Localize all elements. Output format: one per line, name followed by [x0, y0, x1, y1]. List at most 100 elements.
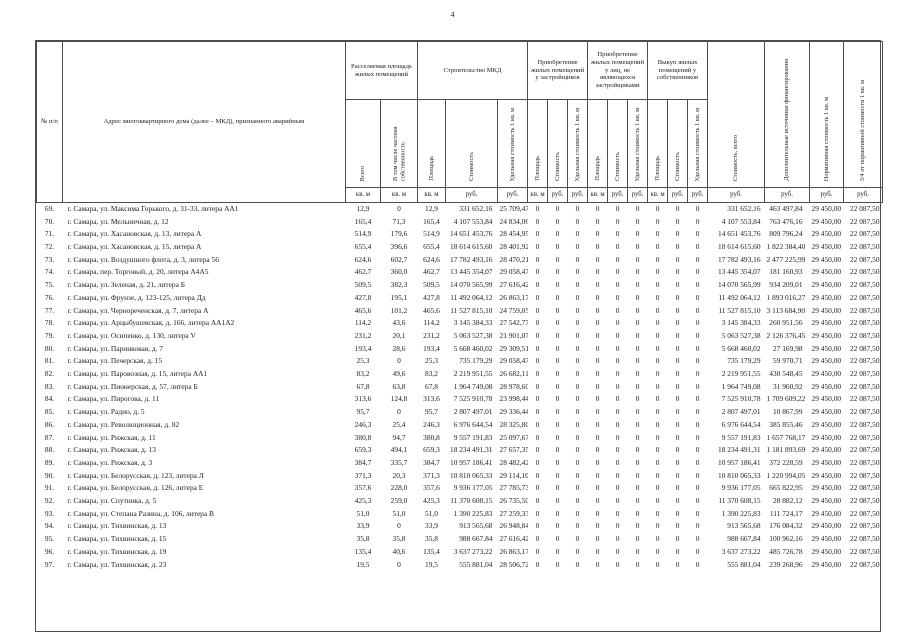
row-value: 0 — [555, 203, 560, 213]
unit-cell: кв. м — [587, 186, 609, 203]
row-value: 0 — [675, 330, 680, 340]
row-value: 371,3 — [354, 470, 372, 480]
row-value: 1 657 768,17 — [766, 432, 806, 442]
row-value: 5 063 527,38 — [453, 330, 493, 340]
row-value: 0 — [575, 267, 580, 277]
row-value: 0 — [615, 521, 620, 531]
row-value: 0 — [635, 369, 640, 379]
row-value: 28 978,60 — [499, 381, 528, 391]
unit-cell: кв. м — [647, 186, 669, 203]
row-value: 0 — [695, 483, 700, 493]
row-number: 73. — [44, 254, 55, 264]
row-value: 0 — [675, 470, 680, 480]
table-row: 79. г. Самара, ул. Осипенко, д. 130, лите… — [37, 330, 883, 343]
header-three-quarters-cost: 3/4 от нормативной стоимости 1 кв. м — [843, 41, 884, 188]
row-value: 0 — [675, 546, 680, 556]
row-value: 0 — [635, 356, 640, 366]
row-value: 12,9 — [356, 203, 370, 213]
header-additional-sources: Дополнительные источники финансирования — [764, 41, 811, 188]
row-value: 0 — [575, 305, 580, 315]
row-value: 0 — [695, 546, 700, 556]
row-value: 425,3 — [354, 496, 372, 506]
row-value: 655,4 — [354, 242, 372, 252]
row-value: 179,6 — [390, 229, 408, 239]
row-value: 21 901,07 — [499, 330, 528, 340]
row-address: г. Самара, ул. Пирогова, д. 11 — [67, 394, 160, 404]
row-value: 22 087,50 — [849, 445, 880, 455]
row-value: 0 — [635, 318, 640, 328]
row-address: г. Самара, ул. Пионерская, д. 57, литера… — [67, 381, 198, 391]
row-value: 22 087,50 — [849, 242, 880, 252]
row-value: 0 — [655, 457, 660, 467]
row-value: 0 — [695, 534, 700, 544]
row-value: 28 454,95 — [499, 229, 528, 239]
row-value: 0 — [695, 318, 700, 328]
row-address: г. Самара, ул. Степана Разина, д. 106, л… — [67, 508, 214, 518]
row-value: 0 — [575, 280, 580, 290]
row-value: 83,2 — [425, 369, 438, 379]
subheader-unit-cost: Удельная стоимость 1 кв. м — [496, 99, 529, 188]
row-value: 22 087,50 — [849, 559, 880, 569]
row-address: г. Самара, ул. Печерская, д. 15 — [67, 356, 163, 366]
row-value: 29 450,00 — [811, 407, 842, 417]
row-value: 0 — [695, 432, 700, 442]
row-value: 0 — [615, 356, 620, 366]
row-value: 22 087,50 — [849, 280, 880, 290]
row-value: 0 — [595, 470, 600, 480]
row-value: 29 058,47 — [499, 267, 528, 277]
row-value: 0 — [535, 419, 540, 429]
row-value: 0 — [615, 546, 620, 556]
row-value: 27 542,77 — [499, 318, 528, 328]
table-row: 90. г. Самара, ул. Белорусская, д. 123, л… — [37, 470, 883, 483]
row-number: 71. — [44, 229, 55, 239]
row-value: 0 — [695, 203, 700, 213]
row-number: 84. — [44, 394, 55, 404]
table-row: 84. г. Самара, ул. Пирогова, д. 11 313,6 12… — [37, 393, 883, 406]
row-value: 0 — [615, 483, 620, 493]
row-value: 33,9 — [425, 521, 438, 531]
row-value: 0 — [615, 407, 620, 417]
subheader-private-property: В том числе частная собственность — [380, 99, 418, 188]
row-value: 14 070 565,99 — [450, 280, 493, 290]
row-value: 0 — [535, 483, 540, 493]
table-row: 69. г. Самара, ул. Максима Горького, д. 3… — [37, 202, 883, 215]
row-value: 0 — [595, 559, 600, 569]
row-value: 735 179,29 — [727, 356, 761, 366]
table-row: 92. г. Самара, ул. Спутника, д. 5 425,3 259… — [37, 495, 883, 508]
row-value: 22 087,50 — [849, 330, 880, 340]
row-value: 35,8 — [356, 534, 370, 544]
row-value: 0 — [635, 330, 640, 340]
row-value: 0 — [397, 407, 401, 417]
row-value: 22 087,50 — [849, 407, 880, 417]
row-number: 93. — [44, 508, 55, 518]
row-value: 0 — [575, 394, 580, 404]
group-header-buyout-owners: Выкуп жилых помещений у собственников — [647, 41, 709, 100]
row-value: 2 477 225,99 — [766, 254, 806, 264]
row-value: 0 — [675, 496, 680, 506]
row-value: 0 — [555, 432, 560, 442]
row-value: 371,3 — [423, 470, 440, 480]
row-number: 87. — [44, 432, 55, 442]
row-number: 76. — [44, 292, 55, 302]
row-value: 22 087,50 — [849, 305, 880, 315]
row-value: 22 087,50 — [849, 457, 880, 467]
row-value: 425,3 — [423, 496, 440, 506]
row-value: 14 651 453,76 — [450, 229, 493, 239]
row-value: 0 — [575, 559, 580, 569]
row-value: 0 — [535, 394, 540, 404]
row-value: 25 097,67 — [499, 432, 528, 442]
row-value: 22 087,50 — [849, 394, 880, 404]
table-row: 87. г. Самара, ул. Рижская, д. 11 380,8 94,… — [37, 432, 883, 445]
row-value: 22 087,50 — [849, 203, 880, 213]
row-value: 0 — [555, 470, 560, 480]
row-value: 0 — [615, 419, 620, 429]
table-row: 82. г. Самара, ул. Паровозная, д. 15, лит… — [37, 368, 883, 381]
row-value: 0 — [655, 407, 660, 417]
resettlement-table-container: № п/п Адрес многоквартирного дома (далее… — [35, 40, 884, 632]
row-value: 0 — [615, 534, 620, 544]
row-value: 0 — [535, 559, 540, 569]
row-value: 0 — [615, 229, 620, 239]
row-value: 0 — [635, 419, 640, 429]
row-value: 0 — [635, 457, 640, 467]
row-value: 0 — [675, 280, 680, 290]
